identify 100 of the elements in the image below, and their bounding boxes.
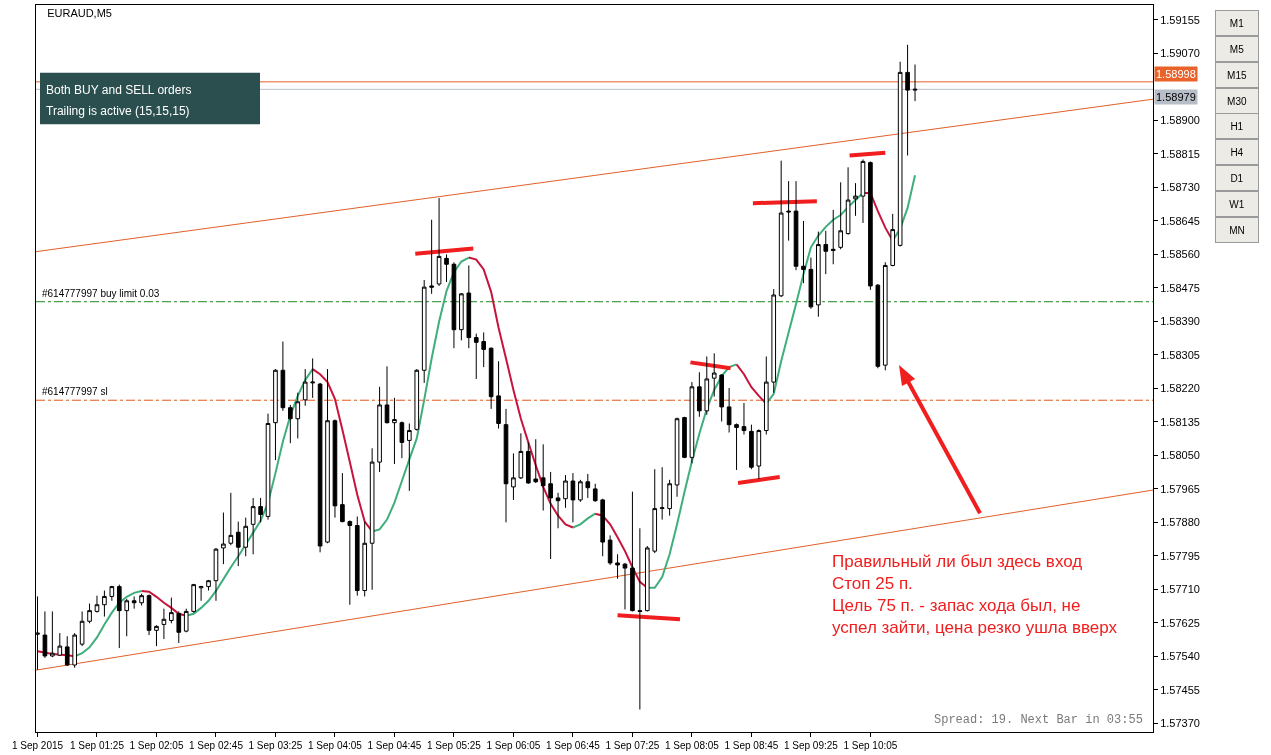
chart-title: EURAUD,M5 bbox=[47, 6, 112, 19]
y-tick-label: 1.58050 bbox=[1160, 449, 1200, 462]
candlestick bbox=[890, 213, 896, 267]
candlestick bbox=[72, 632, 77, 669]
candlestick bbox=[191, 583, 196, 614]
candlestick bbox=[578, 479, 583, 503]
candlestick bbox=[451, 261, 457, 349]
y-tick-label: 1.57710 bbox=[1160, 583, 1200, 596]
ref-line-label: #614777997 buy limit 0.03 bbox=[42, 288, 160, 299]
y-tick-label: 1.57455 bbox=[1160, 683, 1200, 696]
x-tick-label: 1 Sep 08:05 bbox=[664, 740, 720, 751]
candlestick bbox=[265, 413, 271, 521]
y-tick-label: 1.58560 bbox=[1160, 248, 1200, 261]
candlestick bbox=[481, 331, 487, 368]
candlestick bbox=[823, 230, 829, 275]
y-tick-label: 1.59070 bbox=[1160, 47, 1200, 60]
candlestick bbox=[154, 624, 159, 647]
candlestick bbox=[183, 608, 189, 633]
text: MN bbox=[1229, 224, 1245, 236]
x-tick-label: 1 Sep 02:45 bbox=[189, 740, 244, 751]
candlestick bbox=[600, 498, 605, 557]
candlestick bbox=[42, 610, 48, 659]
y-tick-label: 1.57795 bbox=[1160, 549, 1200, 562]
y-tick-label: 1.59155 bbox=[1160, 13, 1200, 26]
annotation: Spread: 19. Next Bar in 03:55 bbox=[934, 713, 1143, 727]
candlestick bbox=[407, 422, 412, 492]
y-tick-label: 1.57625 bbox=[1160, 616, 1200, 629]
candlestick bbox=[511, 452, 516, 501]
candlestick bbox=[131, 595, 137, 610]
candlestick bbox=[860, 158, 866, 224]
candlestick bbox=[808, 257, 814, 310]
candlestick bbox=[340, 472, 345, 523]
candlestick bbox=[719, 373, 724, 422]
y-tick-label: 1.58220 bbox=[1160, 382, 1200, 395]
x-tick-label: 1 Sep 08:45 bbox=[724, 740, 779, 751]
candlestick bbox=[682, 416, 687, 459]
candlestick bbox=[169, 597, 174, 624]
candlestick bbox=[161, 608, 167, 640]
candlestick bbox=[503, 408, 509, 523]
candlestick bbox=[652, 468, 658, 554]
candlestick bbox=[444, 253, 449, 283]
candlestick bbox=[622, 562, 628, 610]
candlestick bbox=[868, 160, 873, 291]
candlestick bbox=[771, 288, 777, 394]
candlestick bbox=[302, 368, 308, 407]
candlestick bbox=[697, 371, 702, 418]
y-tick-label: 1.58815 bbox=[1160, 147, 1200, 160]
candlestick bbox=[674, 417, 680, 498]
x-tick-label: 1 Sep 10:05 bbox=[843, 740, 898, 751]
candlestick bbox=[801, 220, 806, 284]
candlestick bbox=[243, 517, 249, 557]
x-tick-label: 1 Sep 2015 bbox=[11, 740, 64, 751]
candlestick bbox=[466, 264, 472, 349]
candlestick bbox=[116, 584, 122, 649]
candlestick bbox=[563, 474, 568, 509]
x-tick-label: 1 Sep 09:25 bbox=[783, 740, 839, 751]
candlestick bbox=[905, 44, 910, 157]
y-tick-label: 1.57880 bbox=[1160, 516, 1200, 529]
text: W1 bbox=[1229, 198, 1245, 210]
ref-line-label: #614777997 sl bbox=[42, 386, 108, 397]
y-tick-label: 1.58900 bbox=[1160, 114, 1200, 127]
annotation: Both BUY and SELL orders bbox=[46, 83, 192, 97]
candlestick bbox=[377, 386, 382, 473]
candlestick bbox=[139, 593, 144, 607]
candlestick bbox=[325, 368, 330, 544]
text: D1 bbox=[1230, 172, 1244, 184]
candlestick bbox=[741, 402, 747, 435]
candlestick bbox=[421, 279, 427, 384]
candlestick bbox=[288, 404, 293, 444]
x-tick-label: 1 Sep 04:45 bbox=[367, 740, 422, 751]
candlestick bbox=[637, 527, 643, 711]
candlestick bbox=[295, 392, 301, 439]
candlestick bbox=[354, 515, 360, 597]
annotation: Правильный ли был здесь вход Стоп 25 п. Цель 75 п. - запас хода был, не успел зайти, цена резко ушла вверх bbox=[832, 552, 1118, 638]
x-tick-label: 1 Sep 04:05 bbox=[307, 740, 363, 751]
candlestick bbox=[146, 593, 152, 636]
candlestick bbox=[258, 497, 263, 523]
x-tick-label: 1 Sep 05:25 bbox=[426, 740, 482, 751]
candlestick bbox=[332, 419, 338, 519]
annotation: Trailing is active (15,15,15) bbox=[46, 104, 190, 118]
candlestick bbox=[459, 292, 464, 341]
candlestick bbox=[592, 483, 598, 503]
candlestick bbox=[749, 424, 754, 470]
candlestick bbox=[109, 585, 115, 602]
candlestick bbox=[347, 519, 353, 606]
candlestick bbox=[816, 231, 821, 318]
text: M15 bbox=[1227, 69, 1247, 81]
candlestick bbox=[830, 209, 836, 265]
y-tick-label: 1.58135 bbox=[1160, 415, 1200, 428]
x-tick-label: 1 Sep 03:25 bbox=[248, 740, 303, 751]
candlestick bbox=[221, 512, 226, 565]
candlestick bbox=[176, 610, 182, 644]
candlestick bbox=[518, 432, 524, 480]
y-tick-label: 1.57540 bbox=[1160, 650, 1200, 663]
candlestick bbox=[644, 545, 650, 612]
candlestick bbox=[711, 352, 717, 398]
y-tick-label: 1.58305 bbox=[1160, 348, 1200, 361]
candlestick bbox=[310, 357, 315, 399]
candlestick bbox=[392, 397, 397, 465]
candlestick bbox=[570, 472, 576, 523]
